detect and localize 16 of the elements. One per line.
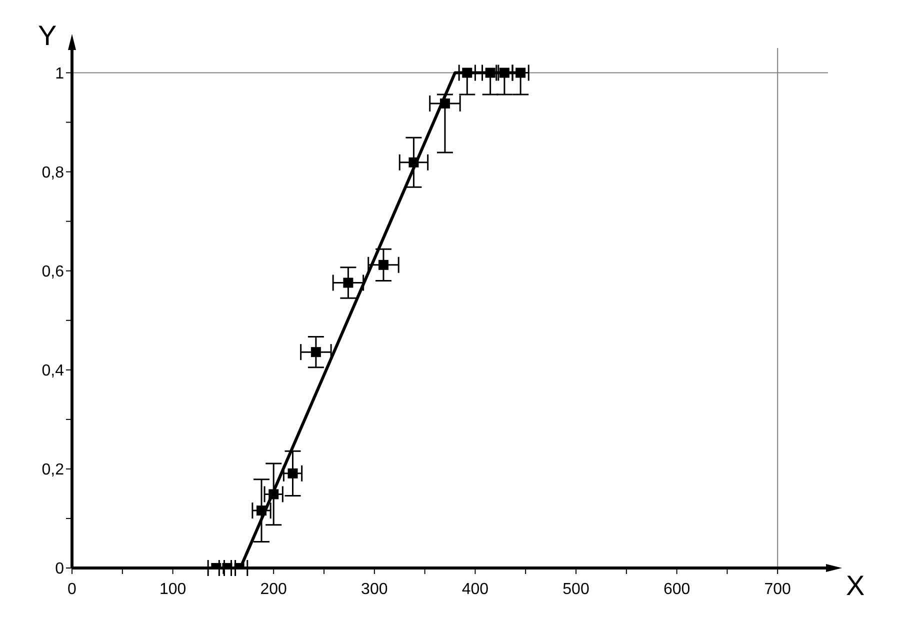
x-tick-label: 500 (562, 581, 590, 598)
x-tick-label: 600 (663, 581, 690, 598)
y-tick-label: 0,4 (42, 362, 64, 380)
y-tick-label: 0,8 (42, 164, 64, 182)
x-tick-label: 300 (361, 581, 388, 598)
y-tick-label: 1 (55, 65, 64, 82)
y-axis-title: Y (38, 20, 57, 52)
x-tick-label: 100 (159, 581, 186, 598)
y-tick-label: 0,6 (42, 264, 64, 281)
x-tick-label: 400 (462, 581, 489, 598)
x-axis-title: X (846, 570, 865, 602)
x-tick-label: 200 (260, 581, 288, 598)
y-tick-label: 0 (55, 560, 64, 578)
x-tick-label: 0 (68, 581, 77, 598)
x-tick-label: 700 (764, 581, 792, 598)
y-tick-label: 0,2 (42, 462, 64, 479)
